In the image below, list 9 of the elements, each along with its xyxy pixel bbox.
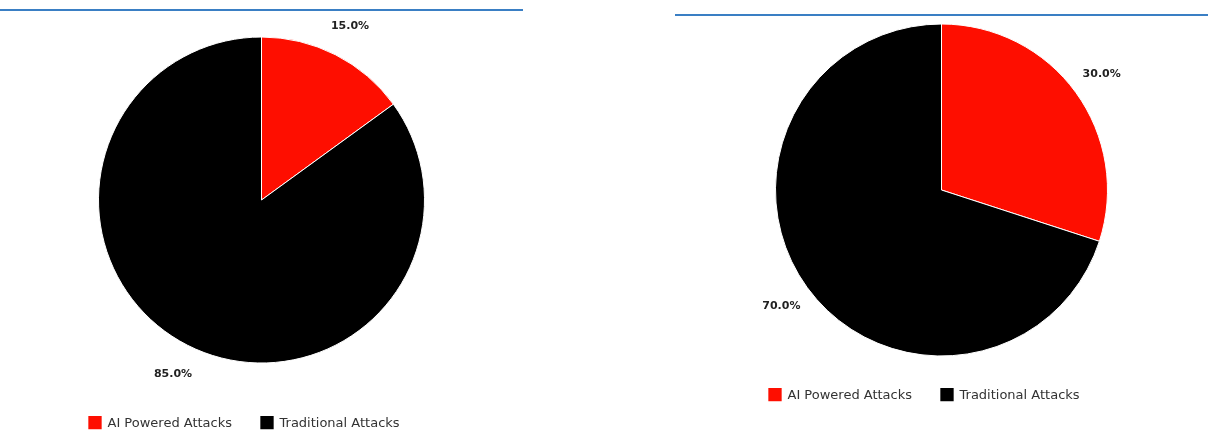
legend-label: Traditional Attacks [278, 414, 400, 430]
data-label: 15.0% [330, 19, 370, 33]
legend-label: AI Powered Attacks [787, 386, 913, 402]
data-label: 30.0% [1082, 66, 1121, 80]
data-label: 85.0% [153, 366, 193, 380]
pie-slice [98, 36, 425, 364]
legend-label: Traditional Attacks [958, 386, 1080, 402]
legend-label: AI Powered Attacks [107, 414, 233, 430]
data-label: 70.0% [762, 299, 801, 313]
